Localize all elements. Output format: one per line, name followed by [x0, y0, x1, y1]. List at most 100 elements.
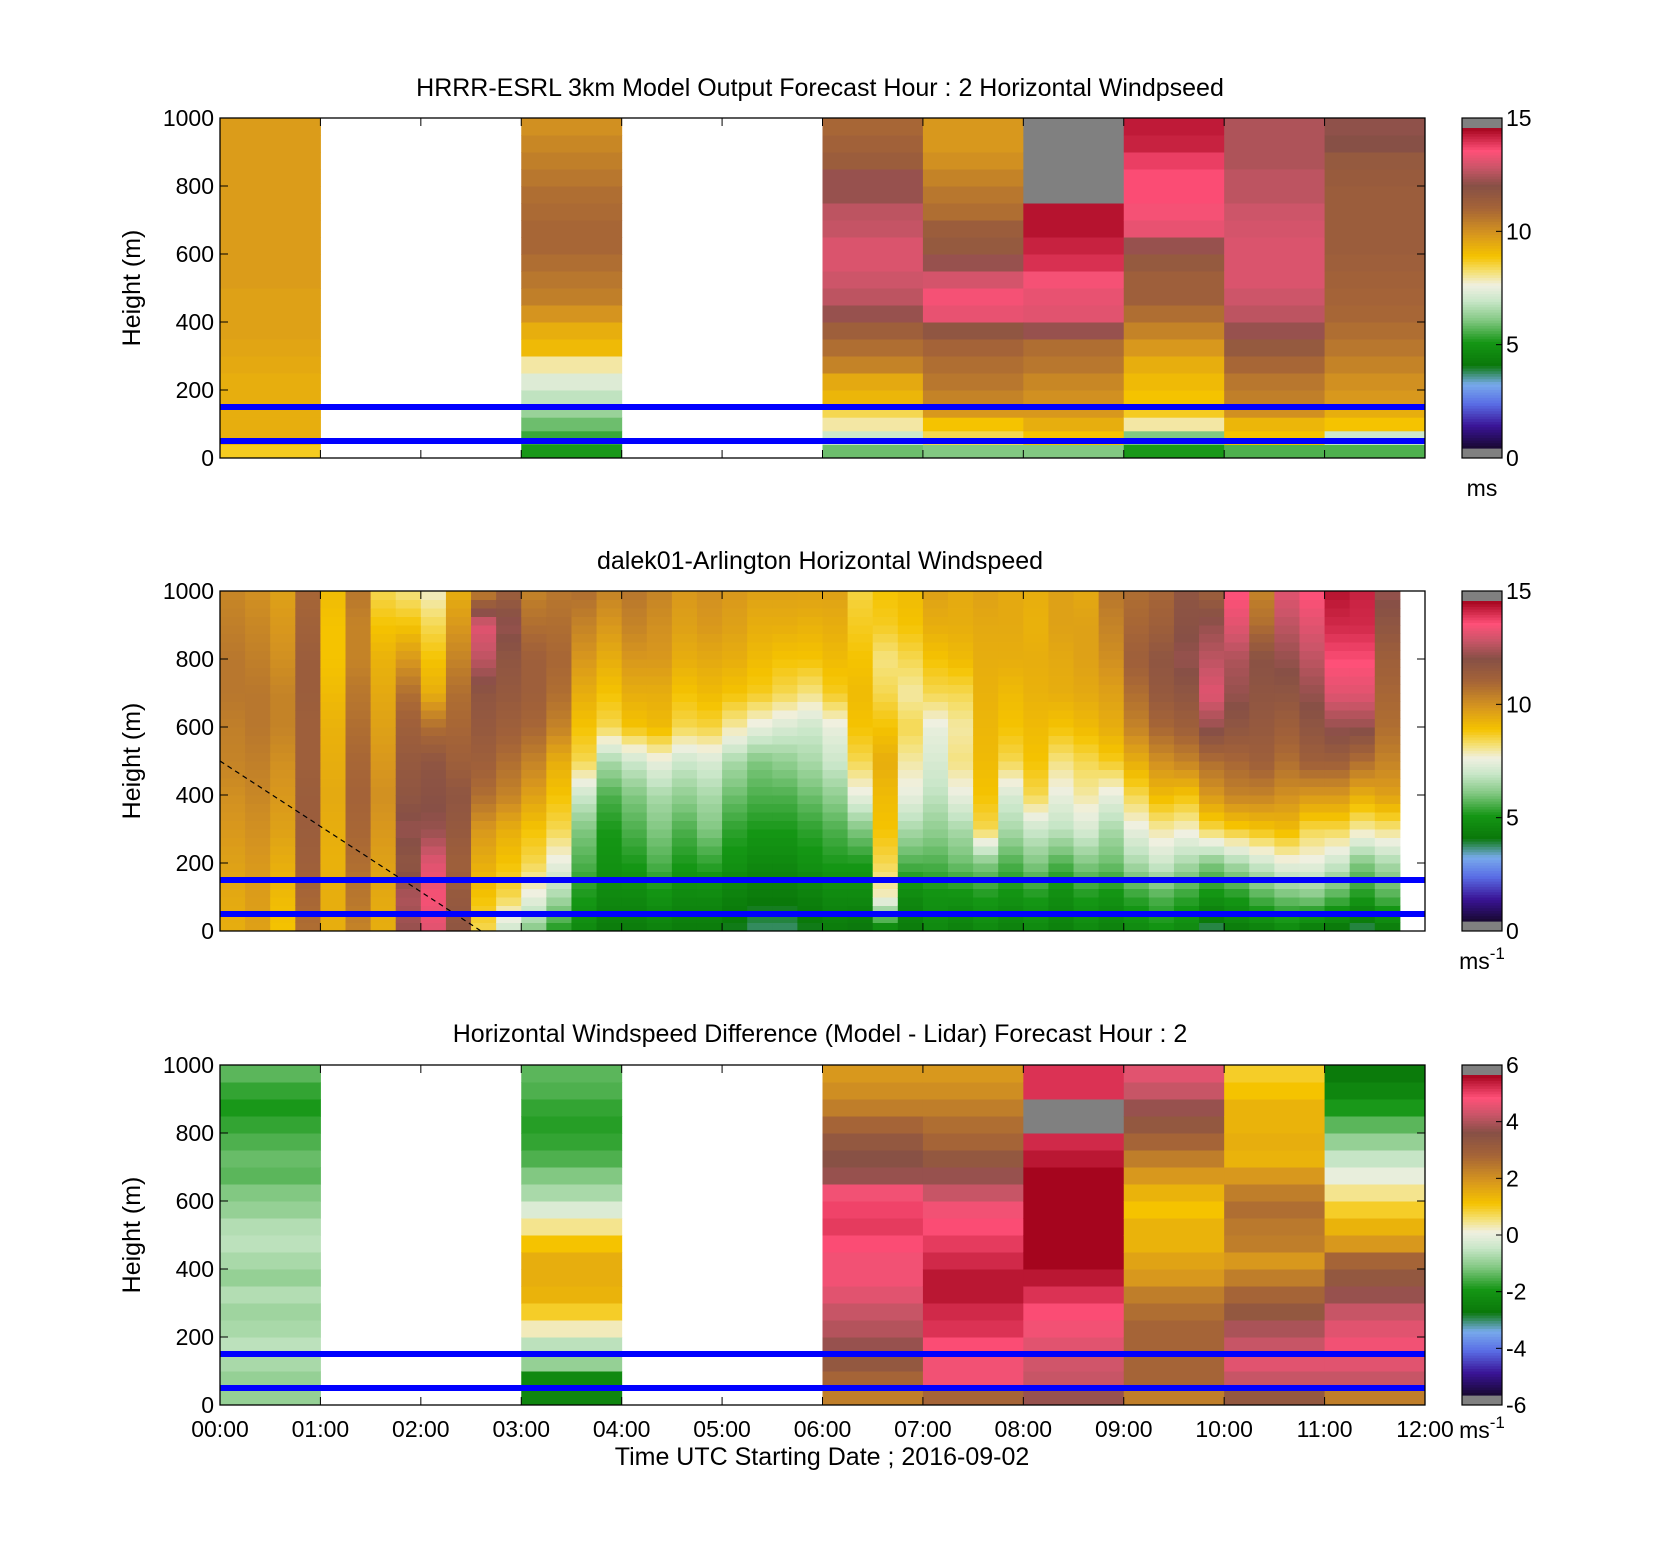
heatmap-cell	[1098, 667, 1125, 677]
heatmap-cell	[270, 829, 296, 838]
heatmap-cell	[1173, 701, 1200, 711]
heatmap-cell	[1224, 1099, 1326, 1117]
colorbar-swatch	[1462, 344, 1502, 348]
heatmap-cell	[671, 888, 698, 898]
heatmap-cell	[822, 1269, 924, 1287]
heatmap-cell	[1073, 786, 1100, 796]
heatmap-cell	[797, 718, 823, 728]
colorbar-swatch	[1462, 1365, 1502, 1369]
heatmap-cell	[1023, 1167, 1125, 1185]
y-tick-label: 0	[201, 1392, 214, 1418]
heatmap-cell	[1224, 727, 1250, 736]
heatmap-cell	[847, 820, 874, 830]
heatmap-cell	[295, 786, 321, 796]
heatmap-cell	[1199, 786, 1225, 796]
heatmap-cell	[1123, 169, 1225, 187]
heatmap-cell	[270, 650, 296, 660]
heatmap-cell	[471, 820, 497, 830]
heatmap-cell	[973, 684, 999, 694]
heatmap-cell	[1324, 718, 1351, 728]
heatmap-cell	[671, 625, 698, 634]
heatmap-cell	[471, 727, 497, 736]
heatmap-cell	[270, 676, 296, 685]
colorbar-swatch	[1462, 769, 1502, 773]
heatmap-cell	[220, 1099, 321, 1117]
heatmap-cell	[1123, 863, 1150, 872]
heatmap-cell	[1148, 608, 1175, 617]
heatmap-cell	[671, 778, 698, 787]
colorbar-swatch	[1462, 1328, 1502, 1332]
heatmap-cell	[471, 922, 497, 932]
colorbar-swatch	[1462, 1333, 1502, 1337]
heatmap-cell	[1123, 390, 1225, 405]
colorbar-swatch	[1462, 309, 1502, 313]
heatmap-cell	[747, 795, 773, 804]
colorbar-swatch	[1462, 801, 1502, 805]
heatmap-cell	[872, 837, 899, 847]
colorbar-swatch	[1462, 614, 1502, 618]
heatmap-cell	[1023, 1218, 1125, 1236]
heatmap-cell	[922, 339, 1024, 357]
heatmap-cell	[621, 820, 648, 830]
heatmap-cell	[496, 599, 522, 609]
heatmap-cell	[1224, 444, 1326, 459]
heatmap-cell	[1324, 1252, 1426, 1270]
heatmap-cell	[1224, 650, 1250, 660]
heatmap-cell	[722, 769, 748, 779]
heatmap-cell	[897, 854, 924, 864]
colorbar-swatch	[1462, 152, 1502, 156]
heatmap-cell	[1173, 693, 1200, 702]
colorbar-swatch	[1462, 312, 1502, 316]
heatmap-cell	[1299, 905, 1326, 915]
colorbar-swatch	[1462, 205, 1502, 209]
colorbar-swatch	[1462, 397, 1502, 401]
heatmap-cell	[420, 778, 447, 787]
colorbar-swatch	[1462, 242, 1502, 246]
heatmap-cell	[797, 846, 823, 855]
heatmap-cell	[1148, 752, 1175, 762]
heatmap-cell	[370, 863, 397, 872]
heatmap-cell	[521, 591, 547, 600]
heatmap-cell	[998, 727, 1024, 736]
heatmap-cell	[797, 608, 823, 617]
heatmap-cell	[822, 288, 924, 306]
heatmap-cell	[1299, 786, 1326, 796]
heatmap-cell	[696, 591, 723, 600]
heatmap-cell	[270, 735, 296, 745]
heatmap-cell	[1173, 735, 1200, 745]
y-tick-label: 600	[176, 714, 214, 740]
heatmap-cell	[1199, 871, 1225, 881]
colorbar-tick-label: 2	[1506, 1165, 1519, 1191]
heatmap-cell	[847, 710, 874, 719]
heatmap-cell	[847, 676, 874, 685]
heatmap-cell	[722, 863, 748, 872]
heatmap-cell	[445, 871, 472, 881]
heatmap-cell	[1224, 152, 1326, 170]
heatmap-cell	[1048, 812, 1075, 821]
heatmap-cell	[671, 795, 698, 804]
colorbar-swatch	[1462, 416, 1502, 420]
x-axis-label: Time UTC Starting Date ; 2016-09-02	[615, 1443, 1030, 1471]
heatmap-cell	[445, 701, 472, 711]
heatmap-cell	[621, 846, 648, 855]
heatmap-cell	[797, 744, 823, 753]
colorbar-swatch	[1462, 1112, 1502, 1116]
heatmap-cell	[646, 769, 673, 779]
colorbar-swatch	[1462, 1307, 1502, 1311]
colorbar-under-swatch	[1462, 448, 1502, 458]
heatmap-cell	[722, 897, 748, 906]
heatmap-cell	[1349, 642, 1376, 651]
heatmap-cell	[1224, 837, 1250, 847]
heatmap-cell	[772, 922, 798, 932]
heatmap-cell	[1173, 710, 1200, 719]
heatmap-cell	[521, 905, 547, 915]
heatmap-cell	[822, 676, 849, 685]
colorbar-swatch	[1462, 338, 1502, 342]
colorbar-swatch	[1462, 378, 1502, 382]
heatmap-cell	[496, 786, 522, 796]
heatmap-cell	[521, 169, 623, 187]
heatmap-cell	[847, 667, 874, 677]
heatmap-cell	[1023, 356, 1125, 374]
heatmap-cell	[747, 667, 773, 677]
heatmap-cell	[1173, 616, 1200, 626]
